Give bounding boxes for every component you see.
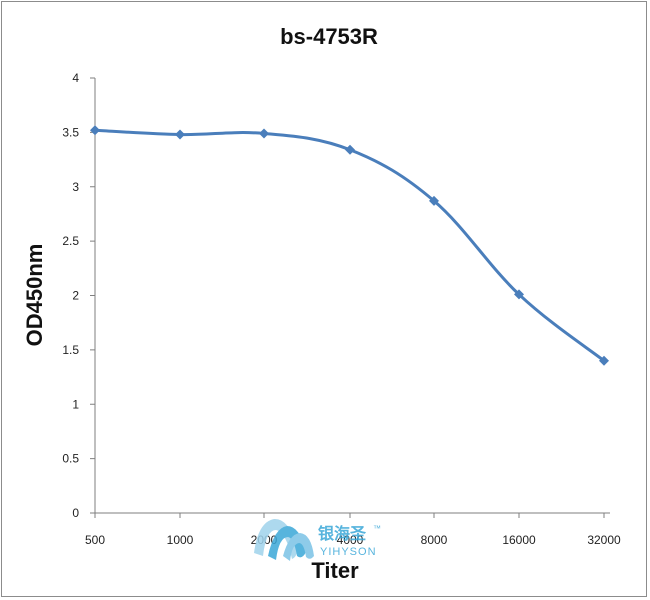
- x-tick-label: 500: [85, 533, 105, 547]
- y-tick-label: 1: [72, 397, 79, 411]
- watermark-en-name: YIHYSON: [320, 546, 377, 558]
- data-point-4000: [345, 144, 355, 155]
- data-point-500: [90, 125, 100, 136]
- y-tick-label: 0.5: [62, 452, 79, 466]
- y-tick-label: 4: [72, 71, 79, 85]
- x-tick-label: 32000: [587, 533, 621, 547]
- x-tick-label: 4000: [337, 533, 364, 547]
- data-point-16000: [514, 289, 524, 300]
- y-tick-label: 3.5: [62, 125, 79, 139]
- watermark-logo: 银海圣 YIHYSON ™: [254, 518, 382, 561]
- y-ticks: 0 0.5 1 1.5 2 2.5 3 3.5 4: [62, 71, 95, 520]
- chart-title: bs-4753R: [280, 24, 378, 49]
- y-axis-title: OD450nm: [22, 244, 47, 347]
- data-point-8000: [429, 195, 439, 206]
- x-axis-title: Titer: [311, 558, 359, 583]
- x-tick-label: 16000: [502, 533, 536, 547]
- watermark-tm: ™: [373, 524, 382, 533]
- y-tick-label: 3: [72, 180, 79, 194]
- watermark-cn-name: 银海圣: [318, 524, 367, 543]
- watermark-emblem: [254, 518, 314, 561]
- data-point-1000: [175, 129, 185, 140]
- y-tick-label: 2.5: [62, 234, 79, 248]
- x-tick-label: 1000: [167, 533, 194, 547]
- series-line: [94, 128, 605, 362]
- data-point-32000: [599, 355, 609, 366]
- series-markers: [90, 125, 609, 366]
- y-tick-label: 2: [72, 289, 79, 303]
- y-tick-label: 1.5: [62, 343, 79, 357]
- x-tick-label: 8000: [421, 533, 448, 547]
- y-tick-label: 0: [72, 506, 79, 520]
- data-point-2000: [259, 128, 269, 139]
